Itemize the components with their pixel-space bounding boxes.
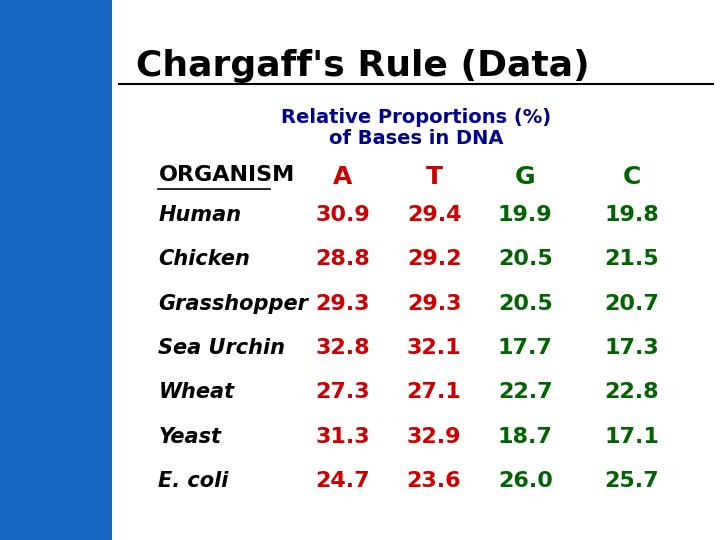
Text: 32.1: 32.1	[407, 338, 462, 358]
Text: of Bases in DNA: of Bases in DNA	[328, 129, 503, 147]
Text: Wheat: Wheat	[158, 382, 235, 402]
Text: Yeast: Yeast	[158, 427, 222, 447]
Text: 24.7: 24.7	[315, 471, 370, 491]
Text: Chicken: Chicken	[158, 249, 251, 269]
Text: 25.7: 25.7	[605, 471, 659, 491]
Text: 27.1: 27.1	[407, 382, 462, 402]
Text: 27.3: 27.3	[315, 382, 370, 402]
Text: 30.9: 30.9	[315, 205, 370, 225]
Text: 31.3: 31.3	[315, 427, 370, 447]
Text: Sea Urchin: Sea Urchin	[158, 338, 285, 358]
Text: 32.8: 32.8	[315, 338, 370, 358]
Text: A: A	[333, 165, 353, 188]
Text: 26.0: 26.0	[498, 471, 553, 491]
Text: 19.9: 19.9	[498, 205, 553, 225]
Text: 21.5: 21.5	[605, 249, 659, 269]
Text: 22.7: 22.7	[498, 382, 553, 402]
Text: E. coli: E. coli	[158, 471, 229, 491]
Text: Human: Human	[158, 205, 241, 225]
Text: 18.7: 18.7	[498, 427, 553, 447]
Text: T: T	[426, 165, 443, 188]
Text: Relative Proportions (%): Relative Proportions (%)	[281, 108, 551, 127]
Text: G: G	[515, 165, 536, 188]
Text: 17.3: 17.3	[604, 338, 659, 358]
Text: Chargaff's Rule (Data): Chargaff's Rule (Data)	[136, 49, 590, 83]
Text: ORGANISM: ORGANISM	[158, 165, 294, 185]
Text: 29.3: 29.3	[315, 294, 370, 314]
Text: 28.8: 28.8	[315, 249, 370, 269]
Text: C: C	[623, 165, 641, 188]
Text: 29.4: 29.4	[407, 205, 462, 225]
Text: 20.7: 20.7	[604, 294, 660, 314]
Text: 22.8: 22.8	[605, 382, 659, 402]
Text: 17.7: 17.7	[498, 338, 553, 358]
Text: 23.6: 23.6	[407, 471, 462, 491]
Text: 20.5: 20.5	[498, 294, 553, 314]
Text: 29.2: 29.2	[407, 249, 462, 269]
Text: 17.1: 17.1	[604, 427, 660, 447]
Text: 32.9: 32.9	[407, 427, 462, 447]
Text: 20.5: 20.5	[498, 249, 553, 269]
Text: Grasshopper: Grasshopper	[158, 294, 308, 314]
Text: 19.8: 19.8	[604, 205, 659, 225]
Text: 29.3: 29.3	[407, 294, 462, 314]
